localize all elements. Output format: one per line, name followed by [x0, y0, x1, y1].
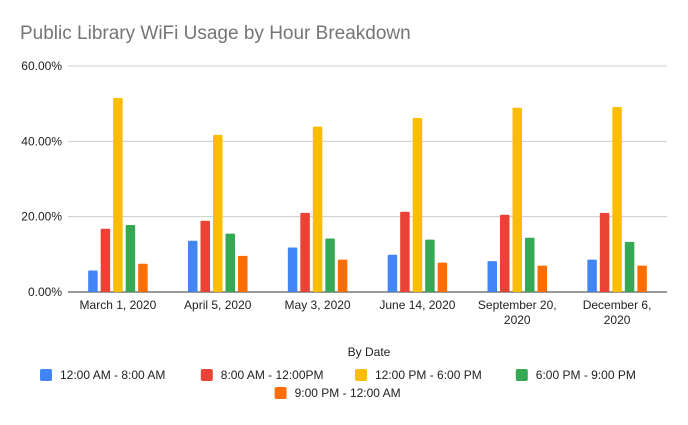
y-tick-label: 40.00% — [21, 134, 62, 148]
bar — [525, 237, 535, 292]
x-axis-categories: March 1, 2020 April 5, 2020 May 3, 2020 Jun… — [80, 298, 652, 327]
bar — [213, 134, 223, 292]
legend-item: 12:00 PM - 6:00 PM — [355, 368, 482, 382]
gridlines — [68, 65, 667, 293]
bar — [587, 259, 597, 292]
y-axis-ticks: 0.00% 20.00% 40.00% 60.00% — [21, 59, 62, 299]
legend-label: 9:00 PM - 12:00 AM — [295, 386, 401, 400]
y-tick-label: 0.00% — [28, 285, 62, 299]
legend: 12:00 AM - 8:00 AM 8:00 AM - 12:00PM 12:00… — [40, 368, 636, 400]
bar — [425, 239, 435, 292]
chart-title: Public Library WiFi Usage by Hour Breakd… — [20, 23, 411, 44]
bar — [612, 107, 622, 292]
bar — [300, 212, 310, 292]
bar — [387, 254, 398, 292]
bar — [188, 240, 198, 292]
bar — [88, 270, 98, 292]
bar — [437, 262, 448, 292]
x-axis-label: By Date — [348, 345, 391, 359]
legend-item: 9:00 PM - 12:00 AM — [274, 386, 401, 400]
bar — [312, 126, 323, 292]
y-tick-label: 20.00% — [21, 210, 62, 224]
legend-swatch — [200, 369, 213, 381]
x-tick-label: June 14, 2020 — [379, 298, 455, 312]
bar — [100, 228, 111, 292]
legend-label: 8:00 AM - 12:00PM — [221, 368, 324, 382]
bar — [512, 107, 522, 292]
bar — [287, 247, 298, 292]
bar — [138, 263, 148, 292]
bar — [500, 214, 510, 292]
y-tick-label: 60.00% — [21, 59, 62, 73]
bar — [637, 265, 647, 292]
legend-swatch — [515, 369, 528, 381]
bar — [537, 265, 547, 292]
legend-label: 12:00 PM - 6:00 PM — [375, 368, 482, 382]
legend-swatch — [274, 387, 287, 399]
x-tick-label: April 5, 2020 — [184, 298, 252, 312]
bar — [337, 259, 348, 292]
bar — [412, 117, 423, 292]
x-tick-label: May 3, 2020 — [285, 298, 351, 312]
bar — [624, 241, 635, 292]
legend-item: 12:00 AM - 8:00 AM — [40, 368, 165, 382]
legend-item: 6:00 PM - 9:00 PM — [515, 368, 636, 382]
bar — [325, 238, 335, 292]
bar — [238, 255, 248, 292]
legend-swatch — [355, 369, 367, 381]
legend-item: 8:00 AM - 12:00PM — [200, 368, 324, 382]
bar — [125, 224, 136, 292]
bar — [113, 98, 123, 293]
bar — [487, 261, 497, 292]
bar — [400, 211, 410, 292]
legend-label: 12:00 AM - 8:00 AM — [60, 368, 165, 382]
x-tick-label: December 6, 2020 — [583, 298, 652, 327]
bar — [225, 233, 235, 292]
legend-label: 6:00 PM - 9:00 PM — [536, 368, 636, 382]
bar — [599, 212, 610, 292]
bars — [88, 98, 647, 293]
bar — [200, 220, 210, 292]
x-tick-label: September 20, 2020 — [478, 298, 557, 327]
legend-swatch — [40, 369, 52, 381]
x-tick-label: March 1, 2020 — [80, 298, 157, 312]
